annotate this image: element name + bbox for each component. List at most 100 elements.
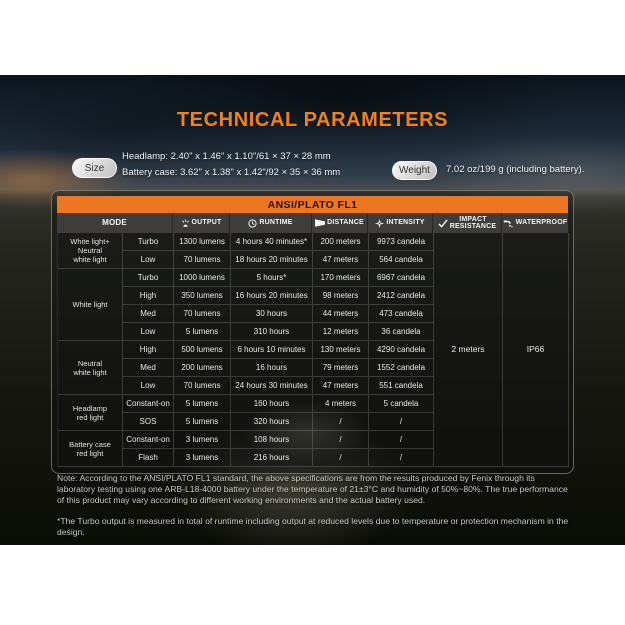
size-badge-label: Size bbox=[84, 162, 105, 174]
ansi-note-text: Note: According to the ANSI/PLATO FL1 st… bbox=[57, 473, 568, 506]
mode-cell: Low bbox=[123, 377, 174, 395]
table-header-row: MODE OUTPUT RUNTIME DISTANCE INTENSITY IMPACT… bbox=[57, 213, 568, 233]
mode-cell: Constant-on bbox=[123, 431, 174, 449]
output-cell: 3 lumens bbox=[174, 431, 231, 449]
distance-cell: 4 meters bbox=[313, 395, 369, 413]
column-header-label: OUTPUT bbox=[191, 219, 222, 227]
mode-cell: Low bbox=[123, 323, 174, 341]
intensity-cell: / bbox=[369, 431, 434, 449]
distance-cell: 200 meters bbox=[313, 233, 369, 251]
runtime-cell: 6 hours 10 minutes bbox=[231, 341, 313, 359]
mode-group-label: Battery case red light bbox=[58, 431, 123, 467]
runtime-cell: 30 hours bbox=[231, 305, 313, 323]
output-cell: 70 lumens bbox=[174, 305, 231, 323]
runtime-cell: 320 hours bbox=[231, 413, 313, 431]
output-icon bbox=[181, 218, 190, 228]
distance-icon bbox=[315, 219, 326, 227]
mode-cell: Flash bbox=[123, 449, 174, 467]
hero-photo: TECHNICAL PARAMETERS Size Headlamp: 2.40… bbox=[0, 75, 625, 545]
intensity-cell: 5 candela bbox=[369, 395, 434, 413]
distance-cell: / bbox=[313, 449, 369, 467]
runtime-cell: 16 hours 20 minutes bbox=[231, 287, 313, 305]
output-cell: 5 lumens bbox=[174, 395, 231, 413]
runtime-icon bbox=[248, 218, 257, 228]
table-title-bar: ANSI/PLATO FL1 bbox=[57, 196, 568, 213]
column-header-waterproof: WATERPROOF bbox=[502, 213, 568, 233]
mode-cell: High bbox=[123, 341, 174, 359]
output-cell: 200 lumens bbox=[174, 359, 231, 377]
turbo-note-text: *The Turbo output is measured in total o… bbox=[57, 515, 569, 537]
size-badge: Size bbox=[72, 158, 117, 178]
distance-cell: 12 meters bbox=[313, 323, 369, 341]
column-header-label: DISTANCE bbox=[327, 219, 364, 227]
output-cell: 1300 lumens bbox=[174, 233, 231, 251]
column-header-label: IMPACT RESISTANCE bbox=[449, 215, 497, 231]
waterproof-icon bbox=[503, 219, 514, 228]
distance-cell: 47 meters bbox=[313, 251, 369, 269]
table-body: White light+ Neutral white light Turbo 130… bbox=[57, 233, 569, 467]
runtime-cell: 24 hours 30 minutes bbox=[231, 377, 313, 395]
intensity-cell: 6967 candela bbox=[369, 269, 434, 287]
distance-cell: 47 meters bbox=[313, 377, 369, 395]
mode-cell: Turbo bbox=[123, 233, 174, 251]
size-specs: Headlamp: 2.40" x 1.46" x 1.10"/61 × 37 … bbox=[122, 149, 340, 180]
intensity-cell: / bbox=[369, 449, 434, 467]
runtime-cell: 4 hours 40 minutes* bbox=[231, 233, 313, 251]
distance-cell: / bbox=[313, 413, 369, 431]
intensity-cell: 36 candela bbox=[369, 323, 434, 341]
runtime-cell: 310 hours bbox=[231, 323, 313, 341]
runtime-cell: 16 hours bbox=[231, 359, 313, 377]
intensity-cell: / bbox=[369, 413, 434, 431]
battery-case-size-text: Battery case: 3.62" x 1.38" x 1.42"/92 ×… bbox=[122, 166, 341, 178]
runtime-cell: 5 hours* bbox=[231, 269, 313, 287]
runtime-cell: 160 hours bbox=[231, 395, 313, 413]
output-cell: 350 lumens bbox=[174, 287, 231, 305]
mode-cell: High bbox=[123, 287, 174, 305]
mode-cell: Turbo bbox=[123, 269, 174, 287]
headlamp-size-text: Headlamp: 2.40" x 1.46" x 1.10"/61 × 37 … bbox=[122, 151, 331, 162]
distance-cell: 170 meters bbox=[313, 269, 369, 287]
distance-cell: 79 meters bbox=[313, 359, 369, 377]
output-cell: 5 lumens bbox=[174, 413, 231, 431]
runtime-cell: 18 hours 20 minutes bbox=[231, 251, 313, 269]
footnotes: Note: According to the ANSI/PLATO FL1 st… bbox=[57, 473, 571, 545]
column-header-runtime: RUNTIME bbox=[230, 213, 312, 233]
intensity-cell: 551 candela bbox=[369, 377, 434, 395]
output-cell: 1000 lumens bbox=[174, 269, 231, 287]
mode-group-label: Headlamp red light bbox=[58, 395, 123, 431]
mode-cell: Low bbox=[123, 251, 174, 269]
spec-table-panel: ANSI/PLATO FL1 MODE OUTPUT RUNTIME DISTANCE… bbox=[51, 190, 574, 474]
distance-cell: 98 meters bbox=[313, 287, 369, 305]
mode-group-label: Neutral white light bbox=[58, 341, 123, 395]
distance-cell: / bbox=[313, 431, 369, 449]
column-header-label: RUNTIME bbox=[259, 219, 293, 227]
column-header-distance: DISTANCE bbox=[312, 213, 368, 233]
column-header-mode: MODE bbox=[57, 213, 173, 233]
column-header-label: WATERPROOF bbox=[515, 219, 568, 227]
output-cell: 3 lumens bbox=[174, 449, 231, 467]
column-header-label: MODE bbox=[102, 218, 127, 228]
intensity-cell: 473 candela bbox=[369, 305, 434, 323]
intensity-cell: 9973 candela bbox=[369, 233, 434, 251]
distance-cell: 44 meters bbox=[313, 305, 369, 323]
intensity-cell: 564 candela bbox=[369, 251, 434, 269]
intensity-cell: 4290 candela bbox=[369, 341, 434, 359]
column-header-output: OUTPUT bbox=[173, 213, 230, 233]
mode-cell: Constant-on bbox=[123, 395, 174, 413]
runtime-cell: 108 hours bbox=[231, 431, 313, 449]
waterproof-value: IP66 bbox=[503, 233, 569, 467]
column-header-impact-resistance: IMPACT RESISTANCE bbox=[433, 213, 502, 233]
output-cell: 5 lumens bbox=[174, 323, 231, 341]
output-cell: 70 lumens bbox=[174, 377, 231, 395]
mode-cell: SOS bbox=[123, 413, 174, 431]
intensity-icon bbox=[375, 218, 385, 228]
mode-group-label: White light bbox=[58, 269, 123, 341]
distance-cell: 130 meters bbox=[313, 341, 369, 359]
weight-value-text: 7.02 oz/199 g (including battery). bbox=[446, 164, 585, 175]
output-cell: 500 lumens bbox=[174, 341, 231, 359]
weight-badge-label: Weight bbox=[399, 165, 430, 176]
weight-badge: Weight bbox=[392, 161, 437, 180]
intensity-cell: 2412 candela bbox=[369, 287, 434, 305]
page-title: TECHNICAL PARAMETERS bbox=[176, 109, 449, 131]
mode-cell: Med bbox=[123, 359, 174, 377]
